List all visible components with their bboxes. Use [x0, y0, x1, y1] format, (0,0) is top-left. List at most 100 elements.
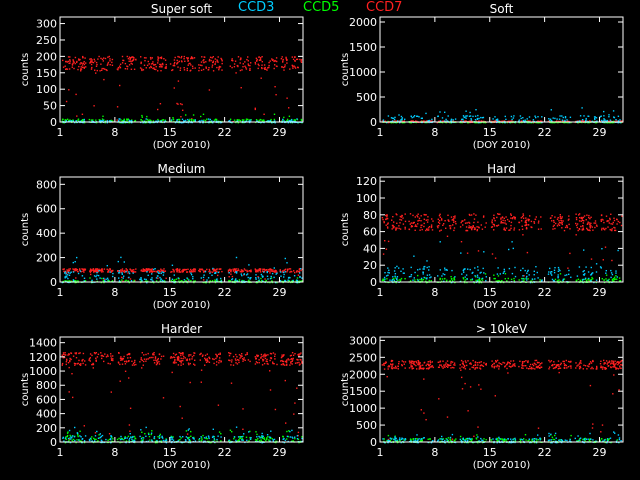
- point-ccd3: [102, 119, 104, 121]
- point-ccd5: [268, 440, 270, 442]
- point-ccd7: [250, 62, 252, 64]
- point-ccd5: [64, 120, 66, 122]
- point-ccd5: [83, 122, 86, 124]
- point-ccd3: [171, 436, 173, 438]
- point-ccd7: [600, 220, 602, 222]
- point-ccd3: [279, 280, 282, 282]
- point-ccd3: [211, 274, 213, 276]
- point-ccd3: [96, 278, 98, 280]
- point-ccd7: [157, 56, 159, 58]
- point-ccd7: [540, 228, 542, 230]
- point-ccd5: [439, 278, 441, 281]
- point-ccd7: [210, 59, 212, 62]
- point-ccd7: [247, 56, 249, 58]
- point-ccd7: [72, 355, 75, 357]
- point-ccd7: [420, 215, 422, 217]
- point-ccd5: [209, 280, 211, 282]
- point-ccd3: [260, 273, 263, 276]
- point-ccd7: [79, 363, 81, 366]
- point-ccd5: [265, 439, 267, 442]
- point-ccd7: [182, 357, 184, 360]
- point-ccd5: [613, 121, 615, 124]
- point-ccd5: [609, 121, 612, 124]
- point-ccd7: [181, 55, 183, 58]
- point-ccd5: [123, 118, 125, 120]
- point-ccd7: [254, 269, 257, 271]
- point-ccd7: [162, 397, 165, 399]
- point-ccd7: [83, 425, 85, 427]
- point-ccd7: [140, 56, 142, 58]
- point-ccd7: [66, 358, 68, 360]
- point-ccd3: [424, 265, 426, 268]
- point-ccd3: [388, 269, 390, 271]
- point-ccd7: [417, 213, 419, 215]
- point-ccd7: [586, 214, 588, 216]
- point-ccd7: [100, 57, 102, 60]
- point-ccd7: [428, 229, 430, 231]
- point-ccd7: [67, 56, 70, 58]
- point-ccd5: [493, 277, 495, 280]
- point-ccd5: [441, 278, 444, 280]
- point-ccd3: [125, 441, 127, 444]
- point-ccd7: [426, 120, 428, 122]
- plot-frame: [59, 16, 304, 123]
- point-ccd7: [82, 352, 85, 355]
- point-ccd3: [608, 116, 610, 118]
- point-ccd7: [386, 223, 389, 225]
- point-ccd7: [601, 229, 603, 231]
- point-ccd7: [298, 353, 300, 355]
- point-ccd3: [131, 440, 133, 442]
- point-ccd3: [200, 436, 202, 438]
- point-ccd7: [439, 361, 441, 363]
- point-ccd5: [187, 278, 189, 280]
- point-ccd7: [284, 364, 286, 366]
- point-ccd3: [154, 268, 156, 270]
- point-ccd7: [607, 361, 609, 364]
- point-ccd5: [213, 439, 216, 441]
- point-ccd3: [76, 256, 78, 259]
- point-ccd7: [85, 62, 87, 64]
- point-ccd7: [440, 364, 442, 366]
- point-ccd5: [417, 274, 419, 277]
- point-ccd7: [563, 362, 565, 365]
- point-ccd7: [200, 369, 203, 371]
- point-ccd7: [282, 61, 284, 63]
- point-ccd5: [144, 433, 146, 435]
- point-ccd7: [133, 68, 136, 70]
- point-ccd7: [286, 97, 288, 99]
- point-ccd7: [188, 363, 190, 366]
- point-ccd5: [581, 280, 583, 283]
- point-ccd3: [445, 268, 448, 271]
- point-ccd7: [294, 56, 296, 58]
- point-ccd5: [181, 280, 183, 282]
- point-ccd7: [95, 352, 97, 354]
- point-ccd3: [267, 120, 270, 122]
- point-ccd3: [220, 277, 222, 280]
- point-ccd7: [439, 230, 441, 232]
- point-ccd5: [424, 121, 426, 124]
- point-ccd3: [145, 118, 147, 120]
- point-ccd7: [521, 228, 524, 230]
- point-ccd7: [170, 271, 172, 273]
- point-ccd5: [133, 279, 135, 282]
- point-ccd7: [521, 367, 523, 369]
- point-ccd7: [213, 358, 215, 361]
- point-ccd3: [169, 439, 172, 441]
- point-ccd7: [383, 362, 385, 365]
- point-ccd7: [249, 64, 251, 67]
- point-ccd3: [170, 119, 173, 121]
- point-ccd3: [246, 273, 249, 275]
- point-ccd3: [283, 120, 285, 122]
- point-ccd3: [271, 121, 273, 124]
- point-ccd7: [160, 56, 163, 58]
- point-ccd7: [447, 219, 450, 221]
- point-ccd7: [504, 365, 507, 367]
- point-ccd7: [83, 66, 85, 69]
- point-ccd7: [576, 226, 578, 229]
- point-ccd3: [299, 276, 301, 278]
- point-ccd3: [535, 116, 537, 119]
- point-ccd5: [614, 278, 616, 280]
- point-ccd5: [245, 119, 248, 122]
- point-ccd7: [600, 366, 602, 369]
- point-ccd5: [294, 119, 296, 122]
